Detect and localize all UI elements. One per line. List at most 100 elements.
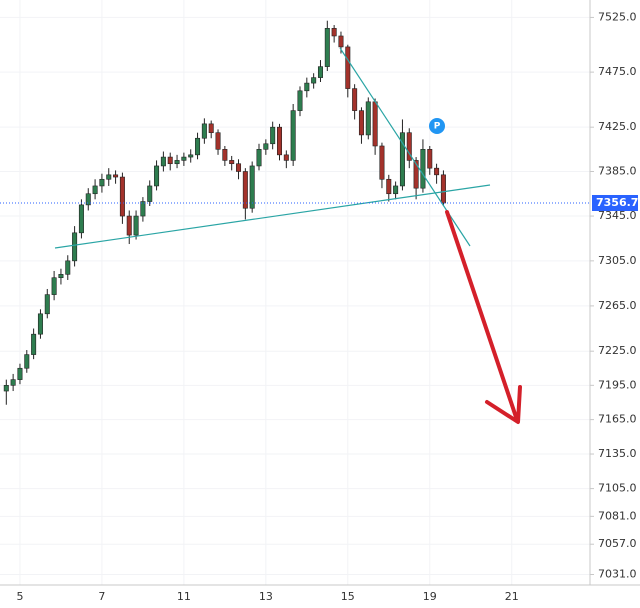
x-tick-label: 13 (259, 590, 273, 603)
candle-body (92, 185, 98, 195)
candle-body (365, 101, 371, 136)
candle-body (379, 145, 385, 180)
y-tick-label: 7475.0 (598, 65, 637, 78)
candle-body (160, 156, 166, 167)
candle-body (44, 294, 50, 315)
x-tick-label: 7 (98, 590, 105, 603)
candle-body (304, 82, 310, 92)
x-tick-label: 21 (505, 590, 519, 603)
y-tick-label: 7525.0 (598, 10, 637, 23)
candle-body (147, 185, 153, 202)
candle-body (399, 132, 405, 187)
candle-body (372, 101, 378, 147)
candle-body (338, 35, 344, 48)
x-tick-label: 5 (16, 590, 23, 603)
x-tick-label: 11 (177, 590, 191, 603)
candle-body (276, 126, 282, 156)
candle-body (222, 149, 228, 161)
candle-body (420, 149, 426, 189)
down-arrow (445, 210, 522, 424)
arrow-head (485, 385, 522, 424)
candle-body (78, 204, 84, 234)
marker-label: P (434, 122, 441, 132)
candle-body (427, 149, 433, 169)
y-tick-label: 7385.0 (598, 164, 637, 177)
candle-body (297, 90, 303, 111)
y-tick-label: 7225.0 (598, 344, 637, 357)
candle-body (229, 160, 235, 165)
candle-body (242, 171, 248, 209)
candle-body (37, 313, 43, 335)
x-tick-label: 15 (341, 590, 355, 603)
candle-body (331, 28, 337, 37)
candle-body (434, 167, 440, 176)
candle-body (406, 132, 412, 161)
candle-body (119, 176, 125, 217)
support-trend-line (54, 184, 491, 249)
candle-body (393, 185, 399, 195)
last-price-label: 7356.7 (596, 196, 638, 209)
candle-body (58, 274, 64, 279)
candle-body (283, 154, 289, 161)
candle-body (386, 178, 392, 195)
candle-body (51, 277, 57, 295)
y-tick-label: 7057.0 (598, 537, 637, 550)
candle-body (65, 260, 71, 275)
candle-body (290, 110, 296, 161)
candle-body (352, 88, 358, 111)
y-tick-label: 7135.0 (598, 447, 637, 460)
candle-body (3, 385, 9, 392)
candle-body (270, 126, 276, 145)
candle-body (413, 160, 419, 189)
x-tick-label: 19 (423, 590, 437, 603)
candle-body (263, 143, 269, 150)
candles (3, 20, 446, 405)
candle-body (106, 174, 112, 180)
y-tick-label: 7345.0 (598, 209, 637, 222)
candle-body (72, 232, 78, 262)
candle-body (133, 215, 139, 236)
candle-body (311, 77, 317, 84)
arrow-shaft (445, 210, 519, 422)
candle-body (126, 215, 132, 236)
candle-body (345, 46, 351, 89)
candle-body (195, 137, 201, 156)
candle-body (167, 156, 173, 165)
candle-body (440, 174, 446, 204)
y-tick-label: 7081.0 (598, 509, 637, 522)
candle-body (99, 178, 105, 187)
candle-body (201, 123, 207, 139)
candle-body (24, 354, 30, 369)
y-tick-label: 7425.0 (598, 120, 637, 133)
candle-body (249, 165, 255, 209)
marker-badge (429, 118, 445, 134)
candle-body (236, 163, 242, 172)
y-tick-label: 7195.0 (598, 378, 637, 391)
y-tick-label: 7265.0 (598, 299, 637, 312)
candle-body (113, 174, 119, 178)
candle-body (324, 28, 330, 67)
candle-body (215, 132, 221, 150)
candle-body (85, 193, 91, 206)
candle-body (10, 379, 16, 386)
candle-body (256, 149, 262, 167)
candle-body (154, 165, 160, 187)
candle-body (181, 156, 187, 161)
y-tick-label: 7105.0 (598, 482, 637, 495)
candle-body (140, 201, 146, 217)
y-tick-label: 7031.0 (598, 567, 637, 580)
y-tick-label: 7165.0 (598, 413, 637, 426)
candle-body (188, 154, 194, 158)
last-price-badge (592, 194, 638, 211)
y-tick-label: 7305.0 (598, 254, 637, 267)
candle-body (358, 110, 364, 136)
candle-body (174, 160, 180, 165)
candle-body (31, 333, 37, 355)
grid (0, 0, 590, 585)
candle-body (17, 367, 23, 380)
candle-body (208, 123, 214, 134)
candle-body (317, 66, 323, 78)
